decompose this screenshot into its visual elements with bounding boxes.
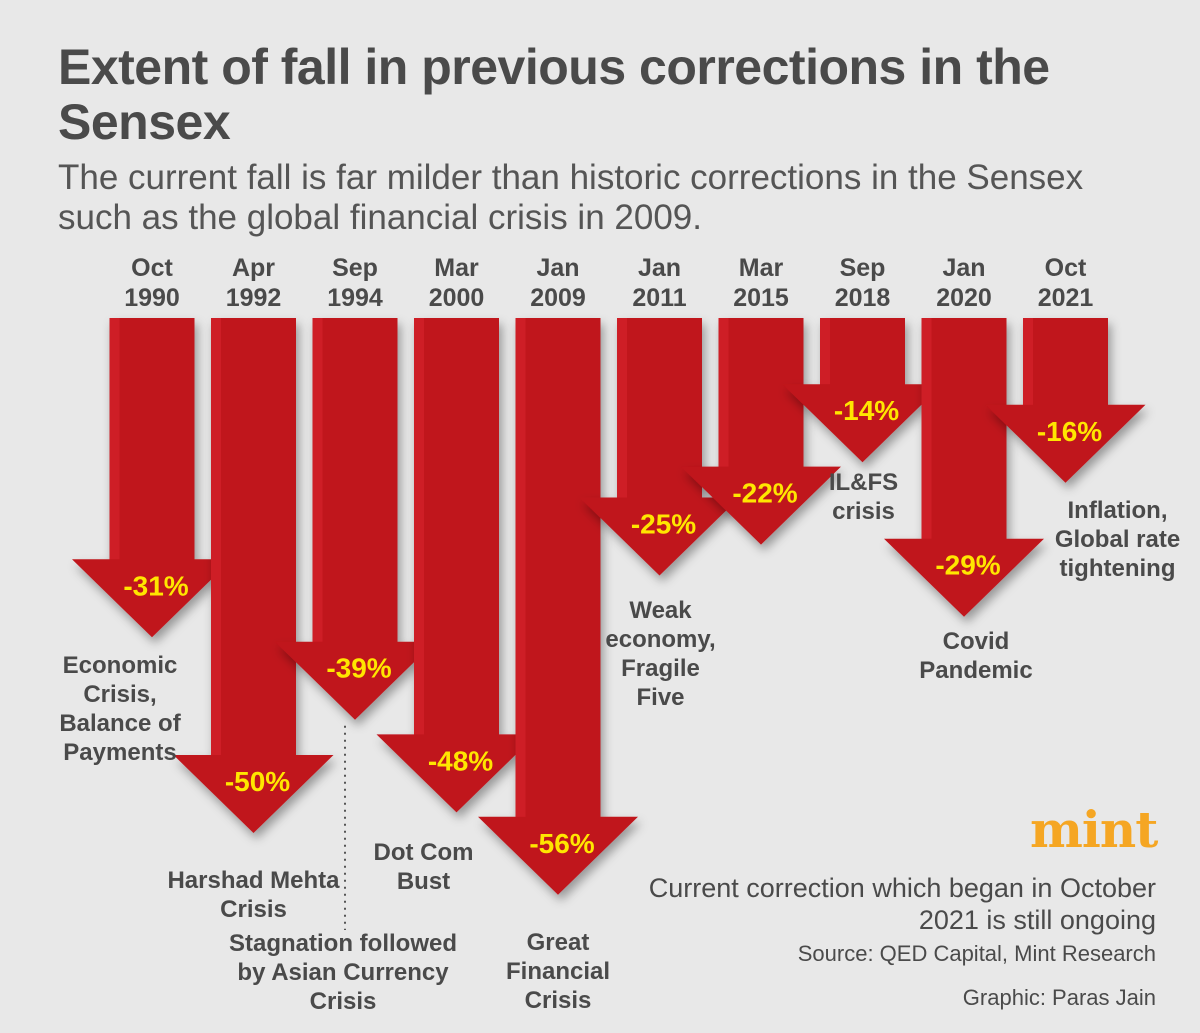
- value-label: -16%: [1037, 416, 1102, 447]
- event-label: Inflation, Global rate tightening: [1055, 497, 1180, 582]
- date-label: Oct 2021: [1038, 254, 1094, 312]
- value-label: -14%: [834, 395, 899, 426]
- chart-title: Extent of fall in previous corrections i…: [58, 39, 1050, 150]
- mint-logo: mint: [1030, 800, 1158, 859]
- date-label: Sep 1994: [327, 254, 383, 312]
- value-label: -25%: [631, 509, 696, 540]
- labels-layer: Oct 1990 Apr 1992 Sep 1994 Mar 2000 Jan 2009 Jan 20…: [59, 254, 1180, 1015]
- date-label: Oct 1990: [124, 254, 180, 312]
- date-label: Sep 2018: [835, 254, 891, 312]
- event-label: Covid Pandemic: [919, 628, 1032, 684]
- graphic-credit: Graphic: Paras Jain: [962, 985, 1156, 1010]
- bar-arrow-highlight: [1023, 318, 1033, 405]
- value-label: -22%: [732, 478, 797, 509]
- bar-arrow: [782, 318, 943, 463]
- value-label: -39%: [326, 653, 391, 684]
- event-label: Stagnation followed by Asian Currency Cris…: [229, 930, 457, 1015]
- chart-subtitle: The current fall is far milder than hist…: [58, 158, 1084, 237]
- date-label: Apr 1992: [226, 254, 282, 312]
- event-label: IL&FS crisis: [829, 469, 898, 525]
- bar-arrow-highlight: [414, 318, 424, 735]
- arrows-layer: [72, 318, 1146, 930]
- value-label: -48%: [428, 745, 493, 776]
- event-label: Dot Com Bust: [374, 839, 474, 895]
- bar-arrow: [376, 318, 537, 813]
- value-label: -29%: [935, 550, 1000, 581]
- bar-arrow-highlight: [617, 318, 627, 498]
- date-label: Mar 2015: [733, 254, 789, 312]
- value-label: -50%: [225, 766, 290, 797]
- bar-arrow-highlight: [109, 318, 120, 560]
- event-label: Weak economy, Fragile Five: [605, 597, 715, 711]
- bar-arrow-highlight: [921, 318, 932, 539]
- bar-arrow: [478, 318, 638, 895]
- source-text: Source: QED Capital, Mint Research: [797, 941, 1156, 966]
- event-label: Economic Crisis, Balance of Payments: [59, 652, 181, 766]
- date-label: Jan 2011: [632, 254, 686, 312]
- value-label: -56%: [529, 828, 594, 859]
- date-label: Mar 2000: [429, 254, 485, 312]
- bar-arrow-highlight: [515, 318, 526, 817]
- bar-arrow-highlight: [211, 318, 221, 755]
- bar-arrow-highlight: [820, 318, 830, 385]
- bar-arrow-highlight: [718, 318, 729, 467]
- date-label: Jan 2020: [936, 254, 992, 312]
- value-label: -31%: [123, 570, 188, 601]
- date-label: Jan 2009: [530, 254, 586, 312]
- event-label: Harshad Mehta Crisis: [167, 867, 340, 923]
- event-label: Great Financial Crisis: [506, 929, 610, 1014]
- bar-arrow-highlight: [312, 318, 323, 642]
- bar-arrow: [985, 318, 1146, 483]
- ongoing-note: Current correction which began in Octobe…: [648, 873, 1156, 935]
